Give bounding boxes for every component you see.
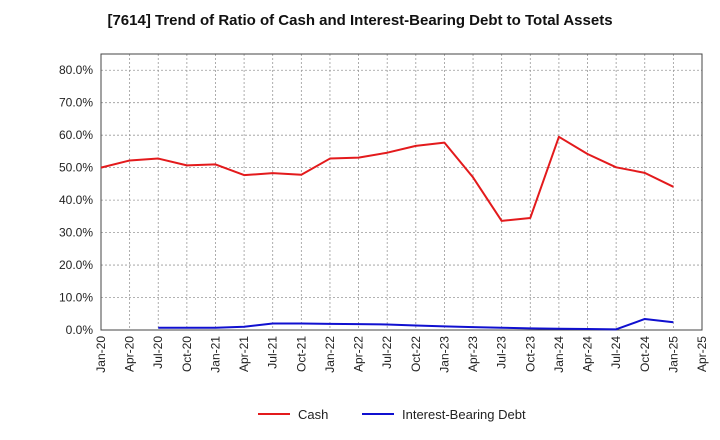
x-tick-label: Apr-21 xyxy=(237,336,251,372)
x-tick-label: Jul-21 xyxy=(266,336,280,369)
y-tick-label: 20.0% xyxy=(59,258,93,272)
x-tick-label: Apr-24 xyxy=(581,336,595,372)
x-tick-label: Jul-22 xyxy=(380,336,394,369)
series-line-1 xyxy=(158,317,674,331)
chart-title: [7614] Trend of Ratio of Cash and Intere… xyxy=(107,12,613,29)
y-tick-label: 70.0% xyxy=(59,96,93,110)
y-tick-label: 40.0% xyxy=(59,193,93,207)
x-tick-label: Apr-22 xyxy=(352,336,366,372)
legend-label-1: Interest-Bearing Debt xyxy=(402,407,526,422)
x-tick-label: Oct-21 xyxy=(294,336,308,372)
plot-frame xyxy=(100,53,703,331)
axes-layer: 0.0% 10.0% 20.0% 30.0% 40.0% 50.0% 60.0% 70.0% 8… xyxy=(59,53,709,373)
series-line-0 xyxy=(100,135,674,222)
grid-layer xyxy=(100,54,703,331)
x-tick-label: Jan-20 xyxy=(94,336,108,373)
x-tick-label: Apr-25 xyxy=(695,336,709,372)
legend-layer: Cash Interest-Bearing Debt xyxy=(258,407,526,422)
x-tick-label: Jan-23 xyxy=(437,336,451,373)
y-tick-label: 60.0% xyxy=(59,128,93,142)
x-tick-label: Jan-25 xyxy=(666,336,680,373)
x-tick-label: Jan-21 xyxy=(208,336,222,373)
x-tick-label: Jan-22 xyxy=(323,336,337,373)
y-tick-label: 50.0% xyxy=(59,161,93,175)
legend-label-0: Cash xyxy=(298,407,328,422)
x-tick-label: Jul-23 xyxy=(495,336,509,369)
series-layer xyxy=(100,135,674,331)
x-tick-label: Jul-24 xyxy=(609,336,623,369)
x-tick-label: Apr-23 xyxy=(466,336,480,372)
x-tick-label: Oct-22 xyxy=(409,336,423,372)
y-tick-label: 10.0% xyxy=(59,291,93,305)
x-tick-label: Apr-20 xyxy=(123,336,137,372)
x-tick-label: Oct-23 xyxy=(523,336,537,372)
x-tick-label: Jul-20 xyxy=(151,336,165,369)
y-tick-label: 0.0% xyxy=(66,323,94,337)
x-tick-label: Oct-20 xyxy=(180,336,194,372)
y-tick-label: 30.0% xyxy=(59,226,93,240)
x-tick-label: Oct-24 xyxy=(638,336,652,372)
y-tick-label: 80.0% xyxy=(59,63,93,77)
x-tick-label: Jan-24 xyxy=(552,336,566,373)
